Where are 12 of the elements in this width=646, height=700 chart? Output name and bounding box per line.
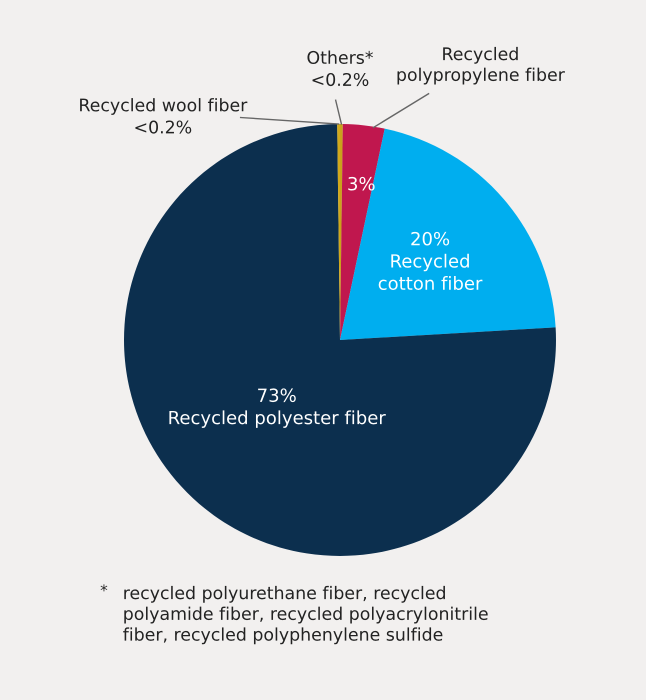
data-label: 20%: [411, 232, 450, 246]
slice-label: Recycled polypropylene fiber: [398, 46, 565, 84]
data-label: 73%: [258, 388, 296, 402]
pie-slice: [340, 128, 556, 340]
data-label: <0.2%: [135, 120, 192, 134]
slice-label: Recycled polyester fiber: [169, 410, 386, 428]
text: recycled polyurethane fiber, recycled polyamide fiber, recycled polyacrylonitrile fiber, recycled polyphenylene sulfide: [123, 586, 488, 644]
data-label: <0.2%: [312, 72, 368, 86]
slice-label: Recycled wool fiber: [80, 98, 248, 115]
slice-label: Recycled cotton fiber: [378, 254, 482, 290]
text: *: [100, 584, 108, 592]
slice-label: Others*: [307, 50, 373, 64]
